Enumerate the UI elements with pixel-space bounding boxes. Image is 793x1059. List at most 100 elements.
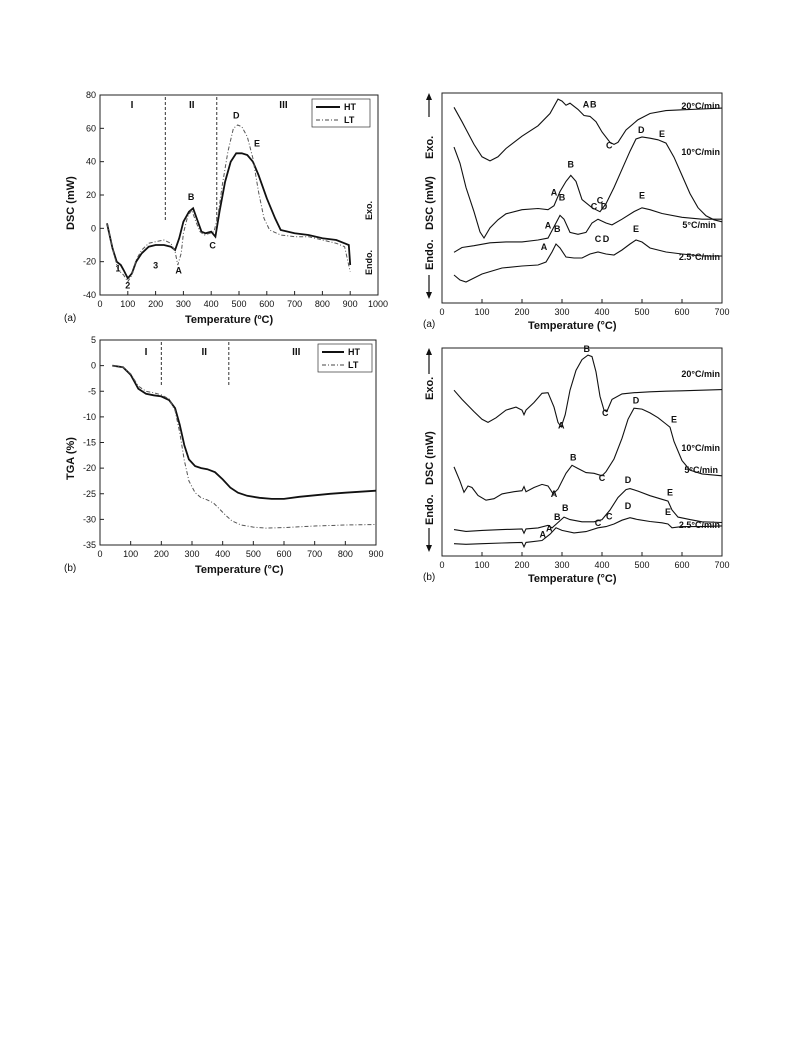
exo-label: Exo. <box>364 201 374 220</box>
region-label: I <box>131 100 134 111</box>
y-tick-label: 60 <box>86 123 96 133</box>
exo-label: Exo. <box>424 136 436 159</box>
endo-arrow-down-icon <box>426 275 432 299</box>
y-tick-label: 5 <box>91 335 96 345</box>
x-tick-label: 900 <box>343 299 358 309</box>
y-tick-label: -25 <box>83 489 96 499</box>
x-tick-label: 400 <box>594 307 609 317</box>
x-tick-label: 400 <box>204 299 219 309</box>
x-tick-label: 400 <box>215 549 230 559</box>
x-tick-label: 600 <box>276 549 291 559</box>
peak-label: D <box>625 475 632 485</box>
peak-label: C <box>606 512 613 522</box>
peak-label: A <box>175 265 182 275</box>
series-curve <box>453 98 723 162</box>
peak-label: D <box>603 234 610 244</box>
x-axis-label: Temperature (°C) <box>528 573 617 585</box>
endo-label: Endo. <box>424 494 436 525</box>
series-curve <box>453 354 723 429</box>
peak-label: 1 <box>116 264 121 274</box>
region-label: III <box>279 100 288 111</box>
panel-label: (a) <box>423 319 435 330</box>
exo-label: Exo. <box>424 377 436 400</box>
peak-label: B <box>568 159 575 169</box>
rate-label: 2.5°C/min <box>679 520 720 530</box>
x-axis-label: Temperature (ºC) <box>185 314 273 326</box>
x-tick-label: 0 <box>439 560 444 570</box>
endo-label: Endo. <box>424 239 436 270</box>
x-tick-label: 300 <box>554 307 569 317</box>
rate-label: 5°C/min <box>682 220 716 230</box>
panel-label: (a) <box>64 313 76 324</box>
x-tick-label: 400 <box>594 560 609 570</box>
rate-label: 5°C/min <box>684 465 718 475</box>
peak-label: B <box>188 192 195 202</box>
series-ht <box>106 152 352 280</box>
peak-label: C <box>595 234 602 244</box>
series-curve <box>453 136 723 240</box>
series-curve <box>453 488 723 535</box>
x-tick-label: 1000 <box>368 299 388 309</box>
peak-label: C <box>595 518 602 528</box>
peak-label: B <box>584 344 591 354</box>
peak-label: E <box>633 224 639 234</box>
rate-label: 10°C/min <box>681 443 720 453</box>
peak-label: E <box>659 129 665 139</box>
legend: HT LT <box>317 343 373 373</box>
legend-lt: LT <box>344 115 355 125</box>
peak-label: C <box>606 141 613 151</box>
tga-ht-lt-chart: 0 100 200 300 400 500 600 700 800 900 5 0 -5 -10 -15 -2… <box>64 335 384 576</box>
peak-label: A <box>546 523 553 533</box>
peak-label: B <box>570 453 577 463</box>
legend-ht: HT <box>348 347 360 357</box>
peak-label: E <box>639 190 645 200</box>
peak-label: 2 <box>125 280 130 290</box>
peak-label: D <box>638 125 645 135</box>
peak-label: E <box>254 139 260 149</box>
peak-label: B <box>562 503 569 513</box>
x-tick-label: 800 <box>338 549 353 559</box>
peak-label: C <box>599 473 606 483</box>
peak-label: C <box>209 240 216 250</box>
series-curve <box>453 407 723 501</box>
legend: HT LT <box>311 98 371 128</box>
x-tick-label: 700 <box>714 560 729 570</box>
endo-label: Endo. <box>364 250 374 275</box>
peak-label: D <box>601 202 608 212</box>
x-tick-label: 700 <box>714 307 729 317</box>
x-axis-label: Temperature (°C) <box>528 320 617 332</box>
plot-frame <box>441 92 723 304</box>
x-tick-label: 200 <box>514 560 529 570</box>
x-tick-label: 0 <box>97 299 102 309</box>
x-tick-label: 500 <box>246 549 261 559</box>
x-tick-label: 500 <box>231 299 246 309</box>
exo-arrow-up-icon <box>426 348 432 374</box>
y-tick-label: 0 <box>91 361 96 371</box>
y-tick-label: 20 <box>86 190 96 200</box>
region-label: I <box>145 347 148 358</box>
y-tick-label: -10 <box>83 412 96 422</box>
x-tick-label: 100 <box>120 299 135 309</box>
x-tick-label: 500 <box>634 560 649 570</box>
y-axis-label: DSC (mW) <box>65 176 77 230</box>
x-tick-label: 100 <box>474 560 489 570</box>
x-tick-label: 200 <box>148 299 163 309</box>
peak-label: B <box>559 192 566 202</box>
y-tick-label: -20 <box>83 257 96 267</box>
exo-arrow-up-icon <box>426 93 432 117</box>
peak-label: C <box>602 408 609 418</box>
legend-ht: HT <box>344 102 356 112</box>
y-tick-label: -40 <box>83 290 96 300</box>
region-label: III <box>292 347 301 358</box>
peak-label: E <box>671 414 677 424</box>
y-tick-label: -35 <box>83 540 96 550</box>
x-tick-label: 300 <box>184 549 199 559</box>
peak-label: A <box>558 420 565 430</box>
y-axis-label: TGA (%) <box>65 437 77 480</box>
y-tick-label: -5 <box>88 386 96 396</box>
x-tick-label: 600 <box>674 560 689 570</box>
panel-label: (b) <box>64 563 76 574</box>
x-tick-label: 600 <box>674 307 689 317</box>
peak-label: E <box>665 507 671 517</box>
peak-label: A <box>545 221 552 231</box>
